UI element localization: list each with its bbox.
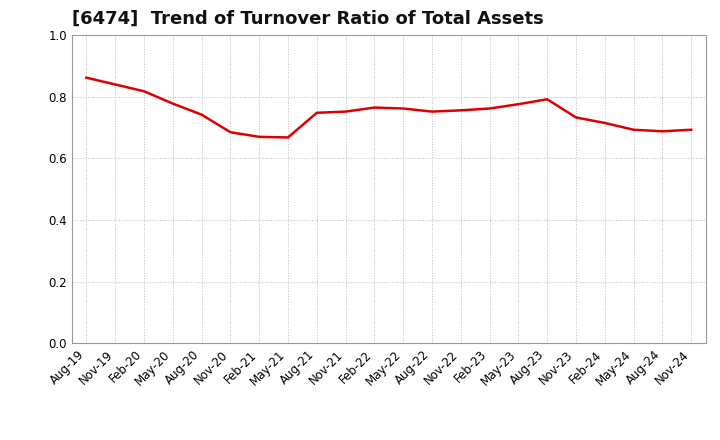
Text: [6474]  Trend of Turnover Ratio of Total Assets: [6474] Trend of Turnover Ratio of Total … (72, 10, 544, 28)
